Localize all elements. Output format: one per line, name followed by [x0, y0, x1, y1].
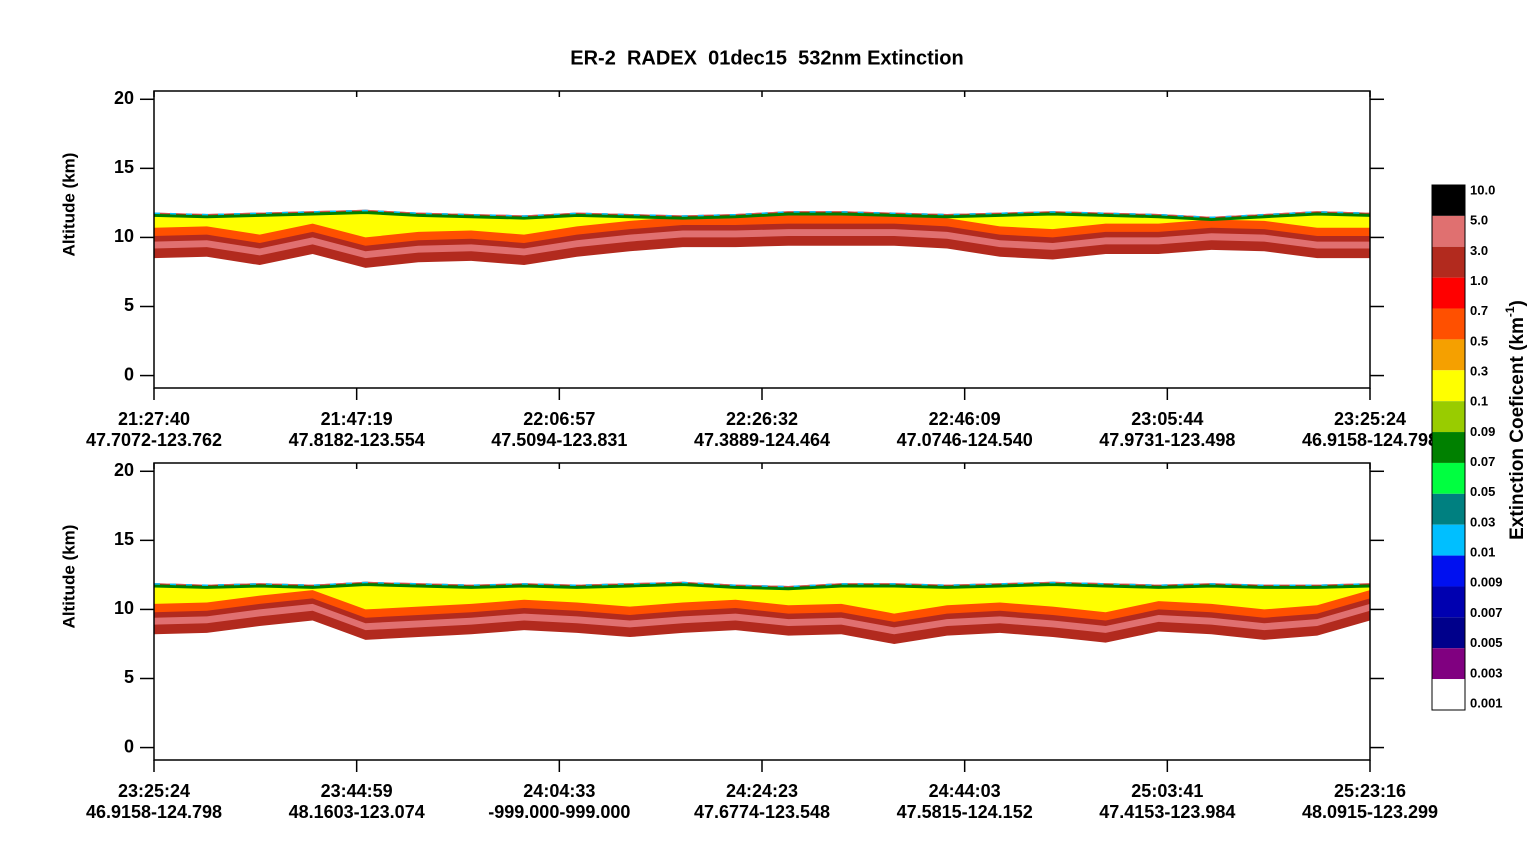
- colorbar-box: [1432, 308, 1465, 340]
- colorbar-box: [1432, 370, 1465, 402]
- colorbar-label: 0.3: [1470, 363, 1488, 378]
- x-time-label: 25:23:16: [1334, 781, 1406, 801]
- colorbar-label: 0.7: [1470, 303, 1488, 318]
- colorbar-label: 0.05: [1470, 484, 1495, 499]
- colorbar-box: [1432, 586, 1465, 618]
- x-time-label: 23:25:24: [118, 781, 190, 801]
- x-location-label: 48.1603-123.074: [289, 802, 425, 822]
- y-tick-label: 0: [124, 736, 134, 756]
- y-tick-label: 10: [114, 226, 134, 246]
- x-time-label: 22:46:09: [929, 409, 1001, 429]
- y-tick-label: 5: [124, 295, 134, 315]
- colorbar-label: 0.003: [1470, 665, 1503, 680]
- colorbar-label: 0.03: [1470, 514, 1495, 529]
- colorbar-label: 10.0: [1470, 182, 1495, 197]
- colorbar-label: 1.0: [1470, 273, 1488, 288]
- x-location-label: 47.7072-123.762: [86, 430, 222, 450]
- colorbar-box: [1432, 339, 1465, 371]
- x-location-label: 47.0746-124.540: [897, 430, 1033, 450]
- cloud-top-edge-blue: [153, 581, 1371, 588]
- cloud-top-edge: [153, 583, 1371, 591]
- colorbar-label: 0.001: [1470, 695, 1503, 710]
- colorbar-box: [1432, 679, 1465, 710]
- colorbar-label: 0.09: [1470, 424, 1495, 439]
- colorbar-title-part: -1: [1503, 306, 1517, 317]
- colorbar-box: [1432, 617, 1465, 649]
- x-location-label: 46.9158-124.798: [1302, 430, 1438, 450]
- cloud-layer-top: [154, 583, 1370, 614]
- colorbar-box: [1432, 185, 1465, 216]
- y-tick-label: 15: [114, 529, 134, 549]
- colorbar-box: [1432, 277, 1465, 309]
- colorbar-box: [1432, 246, 1465, 278]
- figure-title: ER-2 RADEX 01dec15 532nm Extinction: [570, 47, 963, 69]
- x-time-label: 24:44:03: [929, 781, 1001, 801]
- x-location-label: 47.9731-123.498: [1099, 430, 1235, 450]
- y-tick-label: 0: [124, 364, 134, 384]
- x-location-label: 47.6774-123.548: [694, 802, 830, 822]
- colorbar-title-part: ): [1507, 300, 1528, 306]
- colorbar-label: 0.5: [1470, 333, 1488, 348]
- cloud-top-edge-blue: [153, 209, 1371, 219]
- colorbar-label: 0.07: [1470, 454, 1495, 469]
- colorbar-box: [1432, 648, 1465, 680]
- colorbar-frame: [1431, 184, 1466, 711]
- x-location-label: 48.0915-123.299: [1302, 802, 1438, 822]
- x-location-label: 46.9158-124.798: [86, 802, 222, 822]
- x-location-label: 47.4153-123.984: [1099, 802, 1235, 822]
- colorbar-label: 0.005: [1470, 635, 1503, 650]
- colorbar-box: [1432, 555, 1465, 587]
- x-time-label: 23:44:59: [321, 781, 393, 801]
- y-tick-label: 20: [114, 88, 134, 108]
- y-axis-label: Altitude (km): [59, 525, 78, 629]
- x-time-label: 23:25:24: [1334, 409, 1406, 429]
- colorbar-box: [1432, 524, 1465, 556]
- colorbar-title: Extinction Coeficent (km-1): [1503, 300, 1528, 540]
- colorbar-label: 0.01: [1470, 545, 1495, 560]
- x-location-label: 47.8182-123.554: [289, 430, 425, 450]
- x-time-label: 21:27:40: [118, 409, 190, 429]
- x-location-label: 47.5815-124.152: [897, 802, 1033, 822]
- x-time-label: 22:06:57: [523, 409, 595, 429]
- cloud-top-edge: [153, 211, 1371, 221]
- x-time-label: 21:47:19: [321, 409, 393, 429]
- colorbar-label: 3.0: [1470, 243, 1488, 258]
- colorbar-box: [1432, 401, 1465, 433]
- colorbar-box: [1432, 215, 1465, 247]
- colorbar-label: 0.009: [1470, 575, 1503, 590]
- colorbar-title-part: Extinction Coeficent (km: [1507, 317, 1528, 540]
- x-time-label: 25:03:41: [1131, 781, 1203, 801]
- y-tick-label: 5: [124, 667, 134, 687]
- colorbar-box: [1432, 493, 1465, 525]
- x-time-label: 23:05:44: [1131, 409, 1203, 429]
- y-tick-label: 10: [114, 598, 134, 618]
- x-time-label: 22:26:32: [726, 409, 798, 429]
- y-tick-label: 20: [114, 460, 134, 480]
- x-time-label: 24:24:23: [726, 781, 798, 801]
- colorbar-label: 0.007: [1470, 605, 1503, 620]
- colorbar-box: [1432, 462, 1465, 494]
- y-tick-label: 15: [114, 157, 134, 177]
- colorbar-label: 0.1: [1470, 394, 1488, 409]
- colorbar-box: [1432, 432, 1465, 463]
- x-time-label: 24:04:33: [523, 781, 595, 801]
- cloud-layer-top: [154, 211, 1370, 238]
- colorbar-label: 5.0: [1470, 213, 1488, 228]
- x-location-label: 47.5094-123.831: [491, 430, 627, 450]
- x-location-label: -999.000-999.000: [488, 802, 630, 822]
- y-axis-label: Altitude (km): [59, 153, 78, 257]
- x-location-label: 47.3889-124.464: [694, 430, 830, 450]
